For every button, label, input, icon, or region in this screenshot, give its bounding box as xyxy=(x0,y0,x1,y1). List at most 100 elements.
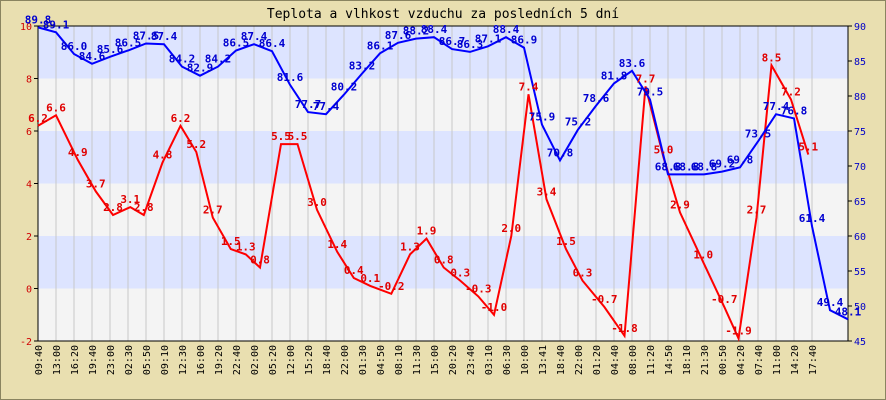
x-tick-label: 10:00 xyxy=(520,345,531,375)
humidity-label: 87.4 xyxy=(241,30,268,43)
temperature-label: 5.5 xyxy=(271,130,291,143)
left-axis-ticks: -2 0 2 4 6 8 10 xyxy=(20,22,38,348)
temperature-label: 7.7 xyxy=(636,72,656,85)
temperature-label: 2.7 xyxy=(747,204,767,217)
x-tick-label: 08:00 xyxy=(628,345,639,375)
temperature-label: 2.9 xyxy=(670,198,690,211)
right-tick-label: 70 xyxy=(854,162,866,173)
humidity-label: 68.8 xyxy=(673,160,700,173)
x-tick-label: 23:40 xyxy=(466,345,477,375)
left-tick-label: -2 xyxy=(20,337,32,348)
temperature-label: 2.8 xyxy=(103,201,123,214)
band xyxy=(38,236,848,289)
humidity-label: 81.6 xyxy=(277,71,304,84)
humidity-label: 86.5 xyxy=(115,37,142,50)
band xyxy=(38,26,848,79)
humidity-label: 75.2 xyxy=(565,116,592,129)
band xyxy=(38,183,848,236)
humidity-label: 49.4 xyxy=(817,296,844,309)
temperature-label: -1.0 xyxy=(481,301,508,314)
right-tick-label: 50 xyxy=(854,302,866,313)
humidity-label: 86.1 xyxy=(367,39,394,52)
x-tick-label: 22:00 xyxy=(574,345,585,375)
x-tick-label: 11:30 xyxy=(412,345,423,375)
x-tick-label: 09:10 xyxy=(160,345,171,375)
right-tick-label: 55 xyxy=(854,267,866,278)
x-tick-label: 18:40 xyxy=(322,345,333,375)
temperature-label: 4.8 xyxy=(153,149,173,162)
x-tick-label: 22:00 xyxy=(340,345,351,375)
x-tick-label: 19:20 xyxy=(214,345,225,375)
temperature-label: -0.2 xyxy=(378,280,405,293)
humidity-label: 75.9 xyxy=(529,111,556,124)
x-tick-label: 08:10 xyxy=(394,345,405,375)
x-tick-label: 01:20 xyxy=(592,345,603,375)
temperature-label: 1.9 xyxy=(417,225,437,238)
x-tick-label: 20:20 xyxy=(448,345,459,375)
x-tick-label: 11:20 xyxy=(646,345,657,375)
humidity-label: 82.9 xyxy=(187,62,214,75)
x-tick-label: 09:40 xyxy=(34,345,45,375)
temperature-label: 0.8 xyxy=(434,254,454,267)
temperature-label: 5.5 xyxy=(288,130,308,143)
x-tick-label: 05:50 xyxy=(142,345,153,375)
left-tick-label: 6 xyxy=(26,127,32,138)
left-tick-label: 4 xyxy=(26,180,32,191)
band xyxy=(38,288,848,341)
humidity-label: 86.9 xyxy=(511,34,538,47)
x-tick-label: 23:00 xyxy=(106,345,117,375)
x-tick-label: 15:00 xyxy=(430,345,441,375)
x-tick-label: 02:30 xyxy=(124,345,135,375)
humidity-line xyxy=(37,26,849,321)
x-tick-label: 04:50 xyxy=(376,345,387,375)
humidity-label: 69.8 xyxy=(727,153,754,166)
x-tick-label: 03:10 xyxy=(484,345,495,375)
temperature-label: 4.9 xyxy=(68,146,88,159)
right-tick-label: 90 xyxy=(854,22,866,33)
x-tick-label: 16:20 xyxy=(70,345,81,375)
temperature-label: 1.3 xyxy=(400,240,420,253)
humidity-label: 83.6 xyxy=(619,57,646,70)
temperature-label: 1.3 xyxy=(236,240,256,253)
right-axis-ticks: 45 50 55 60 65 70 75 80 85 90 xyxy=(848,22,866,348)
x-tick-label: 17:40 xyxy=(808,345,819,375)
humidity-label: 76.8 xyxy=(781,104,808,117)
x-tick-label: 06:30 xyxy=(502,345,513,375)
humidity-label: 88.2 xyxy=(403,25,430,38)
temperature-label: -1.8 xyxy=(611,322,638,335)
humidity-label: 77.4 xyxy=(313,100,340,113)
right-tick-label: 85 xyxy=(854,57,866,68)
humidity-label: 73.5 xyxy=(745,128,772,141)
humidity-label: 84.6 xyxy=(79,50,106,63)
humidity-label: 88.4 xyxy=(493,23,520,36)
x-tick-label: 13:41 xyxy=(538,345,549,375)
humidity-label: 86.3 xyxy=(457,38,484,51)
humidity-label: 48.1 xyxy=(835,305,862,318)
humidity-label: 80.2 xyxy=(331,81,358,94)
temperature-label: 0.3 xyxy=(573,267,593,280)
left-tick-label: 2 xyxy=(26,232,32,243)
temperature-label: 3.0 xyxy=(307,196,327,209)
temperature-label: -0.7 xyxy=(591,293,618,306)
x-tick-label: 19:40 xyxy=(88,345,99,375)
x-tick-label: 21:30 xyxy=(700,345,711,375)
temperature-label: 5.2 xyxy=(186,138,206,151)
temperature-label: 0.8 xyxy=(250,254,270,267)
x-tick-label: 12:00 xyxy=(286,345,297,375)
humidity-label: 84.2 xyxy=(169,53,196,66)
temperature-label: 1.5 xyxy=(556,235,576,248)
x-tick-label: 11:00 xyxy=(772,345,783,375)
humidity-label: 84.2 xyxy=(205,53,232,66)
temperature-label: 6.2 xyxy=(171,112,191,125)
left-tick-label: 8 xyxy=(26,75,32,86)
x-tick-label: 07:40 xyxy=(754,345,765,375)
humidity-label: 78.6 xyxy=(583,92,610,105)
temperature-label: 3.4 xyxy=(537,185,557,198)
x-tick-label: 16:00 xyxy=(196,345,207,375)
x-tick-label: 14:20 xyxy=(790,345,801,375)
right-tick-label: 65 xyxy=(854,197,866,208)
temperature-label: 7.4 xyxy=(519,80,539,93)
humidity-label: 86.5 xyxy=(223,37,250,50)
temperature-label: 3.7 xyxy=(86,177,106,190)
